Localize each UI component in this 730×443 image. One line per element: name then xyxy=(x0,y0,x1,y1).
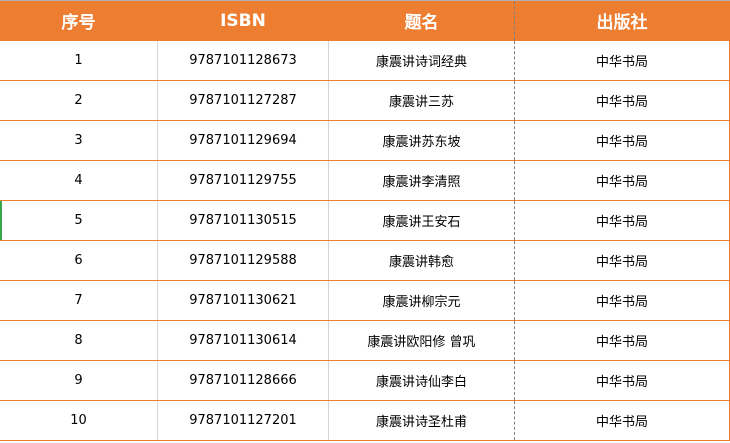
active-row-marker xyxy=(0,201,2,240)
table-row: 6 9787101129588 康震讲韩愈 中华书局 xyxy=(0,241,729,281)
cell-title[interactable]: 康震讲王安石 xyxy=(329,201,515,240)
cell-publisher[interactable]: 中华书局 xyxy=(595,335,648,350)
header-cell-title[interactable]: 题名 xyxy=(329,1,515,40)
cell-publisher[interactable]: 中华书局 xyxy=(595,255,648,270)
cell-isbn[interactable]: 9787101127287 xyxy=(158,81,329,120)
cell-title[interactable]: 康震讲诗仙李白 xyxy=(329,361,515,400)
cell-isbn[interactable]: 9787101128673 xyxy=(158,41,329,80)
table-row: 3 9787101129694 康震讲苏东坡 中华书局 xyxy=(0,121,729,161)
cell-index[interactable]: 3 xyxy=(0,121,158,160)
cell-index[interactable]: 7 xyxy=(0,281,158,320)
cell-index[interactable]: 4 xyxy=(0,161,158,200)
table-row: 4 9787101129755 康震讲李清照 中华书局 xyxy=(0,161,729,201)
cell-publisher[interactable]: 中华书局 xyxy=(595,135,648,150)
cell-isbn[interactable]: 9787101130614 xyxy=(158,321,329,360)
cell-publisher[interactable]: 中华书局 xyxy=(595,415,648,430)
cell-isbn[interactable]: 9787101129588 xyxy=(158,241,329,280)
table-row: 5 9787101130515 康震讲王安石 中华书局 xyxy=(0,201,729,241)
cell-isbn[interactable]: 9787101129755 xyxy=(158,161,329,200)
cell-index[interactable]: 2 xyxy=(0,81,158,120)
header-cell-index[interactable]: 序号 xyxy=(0,1,158,40)
cell-title[interactable]: 康震讲欧阳修 曾巩 xyxy=(329,321,515,360)
cell-publisher[interactable]: 中华书局 xyxy=(595,175,648,190)
cell-index[interactable]: 10 xyxy=(0,401,158,440)
cell-publisher[interactable]: 中华书局 xyxy=(595,375,648,390)
cell-isbn[interactable]: 9787101130621 xyxy=(158,281,329,320)
cell-index[interactable]: 1 xyxy=(0,41,158,80)
cell-index[interactable]: 6 xyxy=(0,241,158,280)
cell-publisher[interactable]: 中华书局 xyxy=(595,55,648,70)
cell-index[interactable]: 8 xyxy=(0,321,158,360)
cell-title[interactable]: 康震讲韩愈 xyxy=(329,241,515,280)
cell-publisher[interactable]: 中华书局 xyxy=(595,215,648,230)
cell-index[interactable]: 9 xyxy=(0,361,158,400)
cell-title[interactable]: 康震讲三苏 xyxy=(329,81,515,120)
cell-title[interactable]: 康震讲苏东坡 xyxy=(329,121,515,160)
cell-isbn[interactable]: 9787101129694 xyxy=(158,121,329,160)
header-cell-publisher[interactable]: 出版社 xyxy=(596,13,648,33)
table-row: 10 9787101127201 康震讲诗圣杜甫 中华书局 xyxy=(0,401,729,441)
table-row: 2 9787101127287 康震讲三苏 中华书局 xyxy=(0,81,729,121)
cell-title[interactable]: 康震讲柳宗元 xyxy=(329,281,515,320)
cell-title[interactable]: 康震讲诗词经典 xyxy=(329,41,515,80)
header-row: 序号 ISBN 题名 出版社 xyxy=(0,1,729,41)
cell-isbn[interactable]: 9787101127201 xyxy=(158,401,329,440)
table-row: 8 9787101130614 康震讲欧阳修 曾巩 中华书局 xyxy=(0,321,729,361)
sheet-top-border xyxy=(0,0,730,1)
cell-title[interactable]: 康震讲李清照 xyxy=(329,161,515,200)
cell-publisher[interactable]: 中华书局 xyxy=(595,295,648,310)
cell-publisher[interactable]: 中华书局 xyxy=(595,95,648,110)
table-row: 9 9787101128666 康震讲诗仙李白 中华书局 xyxy=(0,361,729,401)
table-row: 7 9787101130621 康震讲柳宗元 中华书局 xyxy=(0,281,729,321)
cell-title[interactable]: 康震讲诗圣杜甫 xyxy=(329,401,515,440)
cell-index[interactable]: 5 xyxy=(0,201,158,240)
header-cell-isbn[interactable]: ISBN xyxy=(158,1,329,40)
cell-isbn[interactable]: 9787101128666 xyxy=(158,361,329,400)
table-row: 1 9787101128673 康震讲诗词经典 中华书局 xyxy=(0,41,729,81)
cell-isbn[interactable]: 9787101130515 xyxy=(158,201,329,240)
